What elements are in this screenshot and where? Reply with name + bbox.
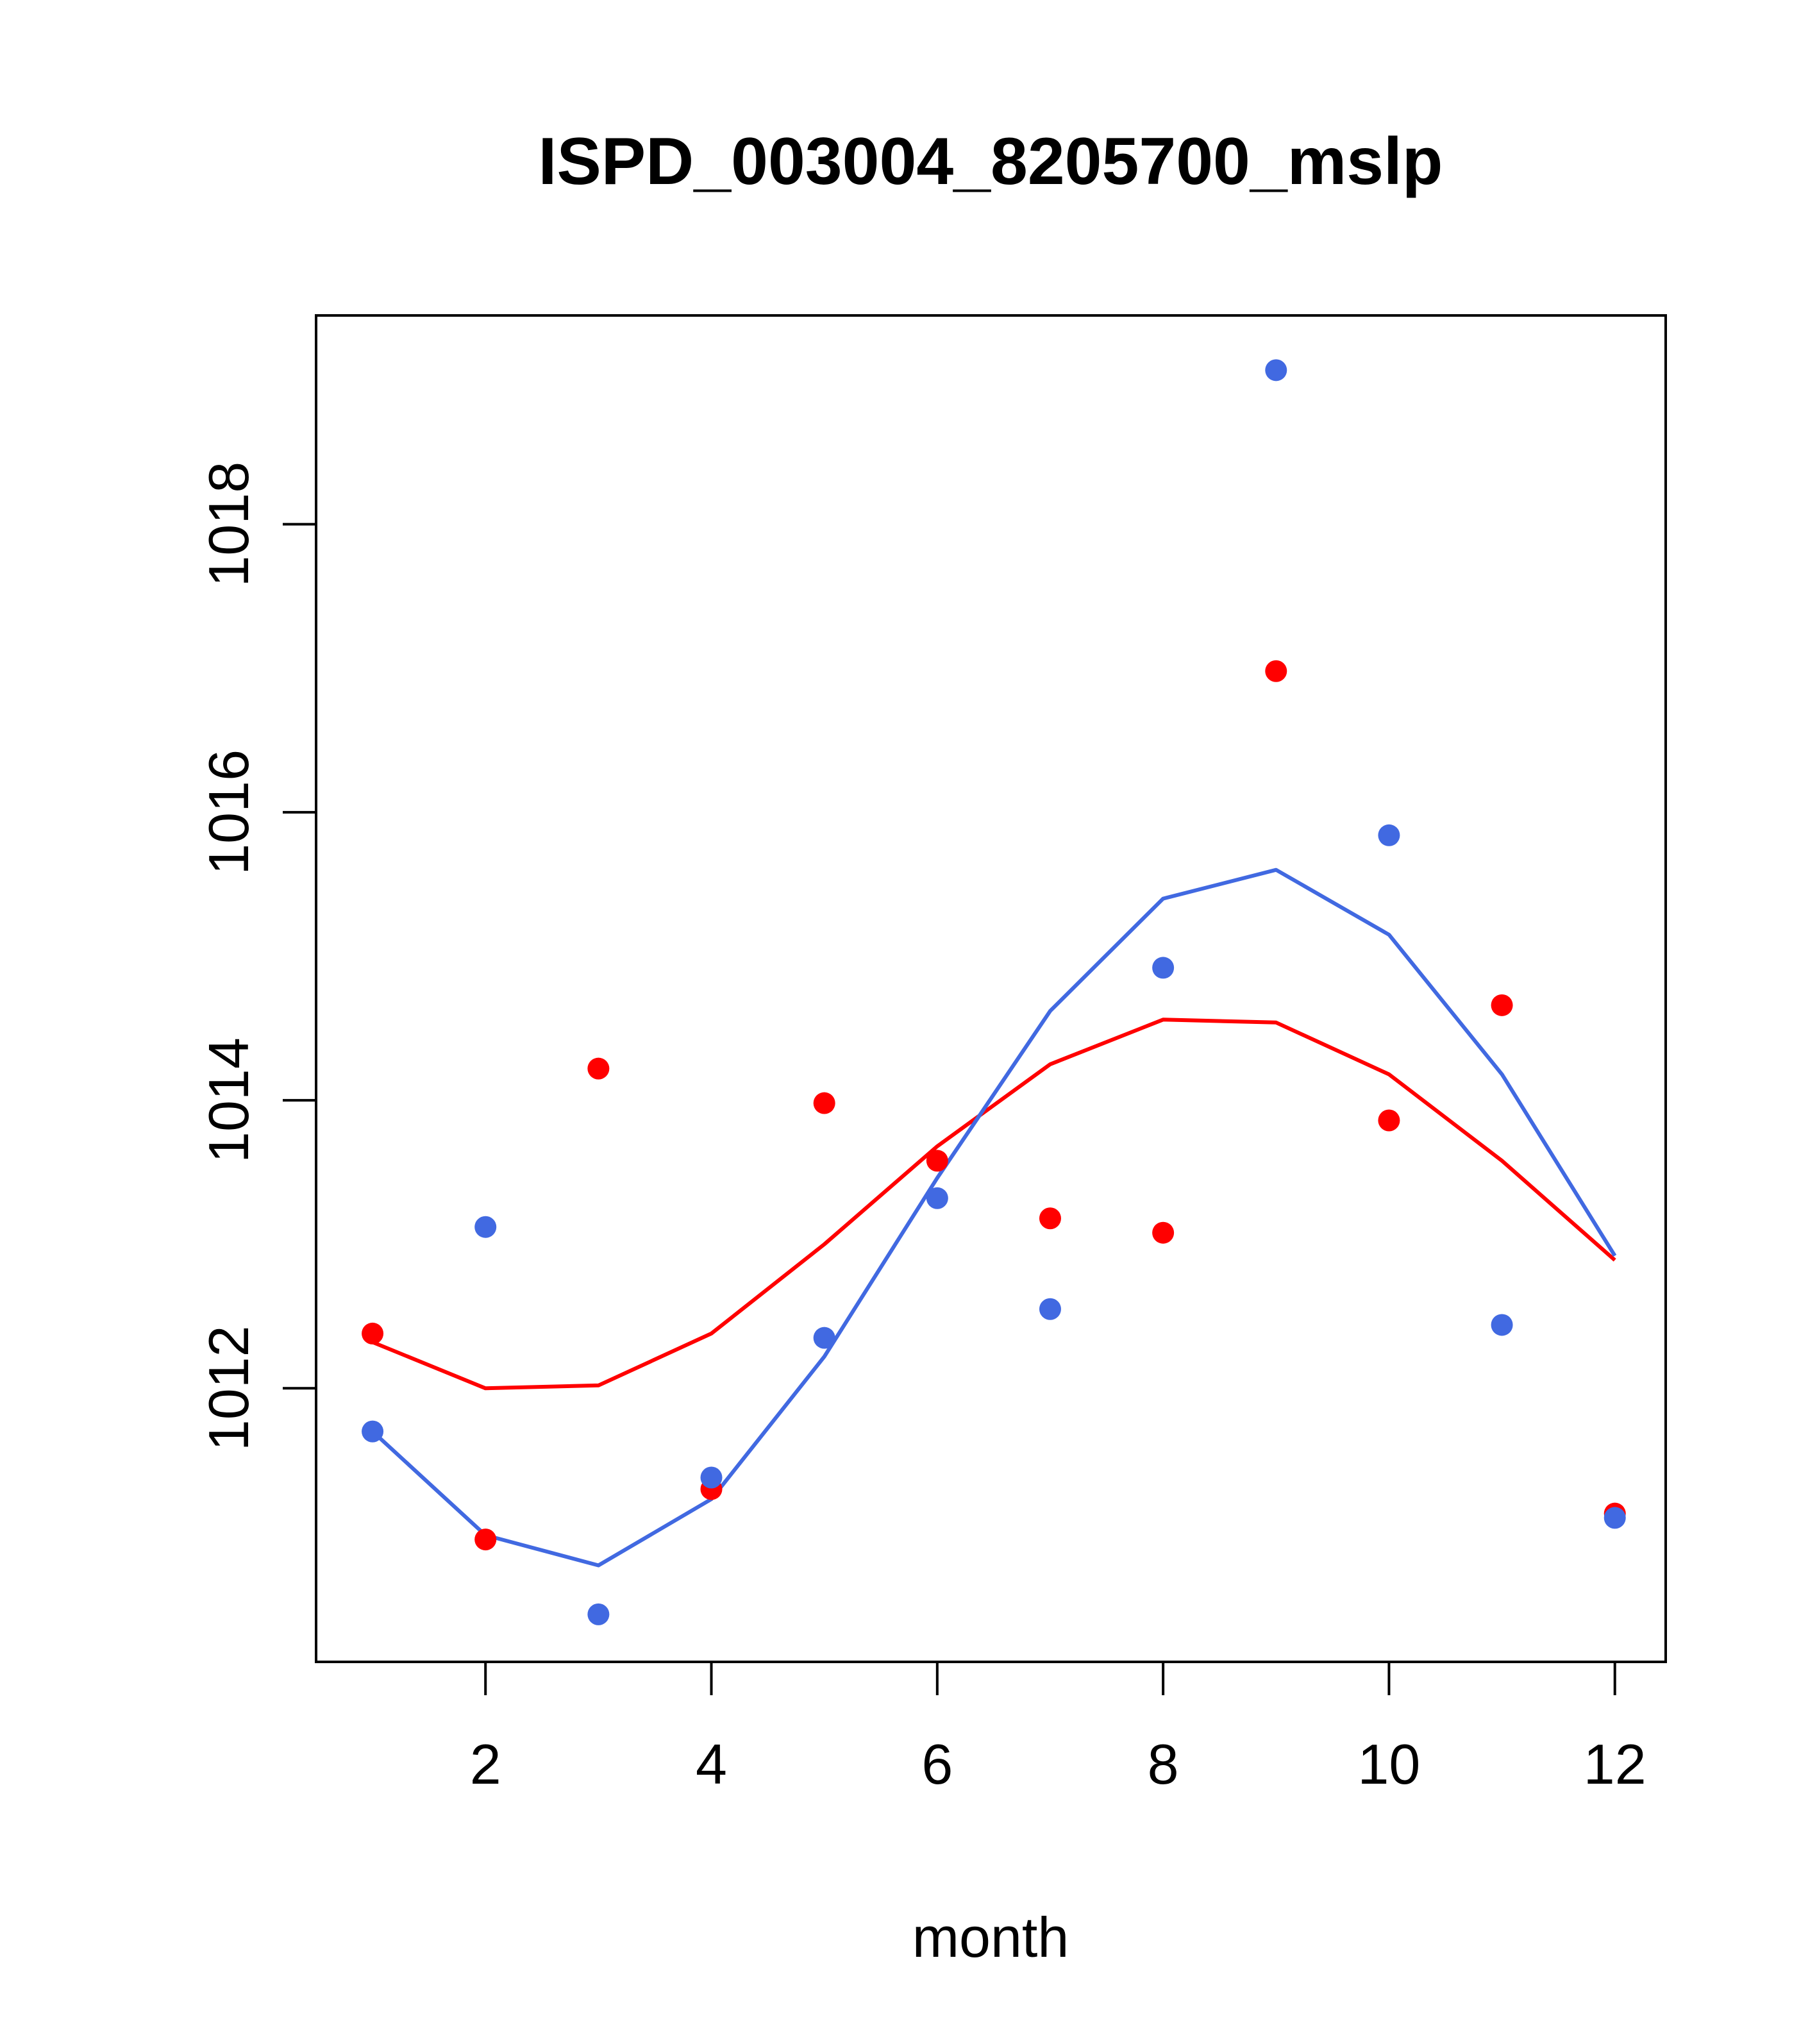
x-tick-label: 8 [1148,1732,1179,1796]
series-0-point [813,1092,835,1114]
y-tick-label: 1016 [197,750,260,875]
series-0-point [474,1529,497,1551]
x-tick-label: 12 [1584,1732,1646,1796]
series-1-point [1603,1507,1626,1529]
series-layer [362,359,1626,1625]
x-axis: 2 4 6 8 10 12 [470,1661,1646,1796]
series-0-point [1039,1207,1061,1230]
series-1-point [700,1466,723,1489]
chart-title: ISPD_003004_8205700_mslp [539,124,1443,199]
x-tick-label: 4 [696,1732,727,1796]
y-axis: 1012 1014 1016 1018 [197,462,317,1451]
y-tick-label: 1014 [197,1037,260,1163]
series-0-point [1265,660,1287,682]
plot-frame [315,314,1667,1663]
series-0-point [1152,1221,1175,1244]
x-tick-label: 6 [921,1732,953,1796]
series-0-point [926,1150,948,1172]
x-axis-label: month [912,1906,1069,1969]
series-1-point [1265,359,1287,381]
series-0-point [1491,994,1513,1016]
series-line-2 [371,1018,1616,1391]
series-1-point [362,1420,384,1443]
series-line-3 [371,867,1617,1568]
series-1-point [1039,1298,1061,1320]
series-1-point [813,1327,835,1349]
series-1-point [926,1187,948,1209]
series-1-point [1152,957,1175,979]
y-tick-label: 1012 [197,1325,260,1451]
series-1-point [587,1603,610,1625]
series-0-point [362,1322,384,1345]
series-1-point [1378,824,1400,846]
series-0-point [1378,1109,1400,1132]
x-tick-label: 2 [470,1732,501,1796]
x-tick-label: 10 [1357,1732,1420,1796]
y-tick-label: 1018 [197,462,260,587]
series-1-point [474,1216,497,1238]
series-1-point [1491,1314,1513,1336]
series-0-point [587,1057,610,1080]
